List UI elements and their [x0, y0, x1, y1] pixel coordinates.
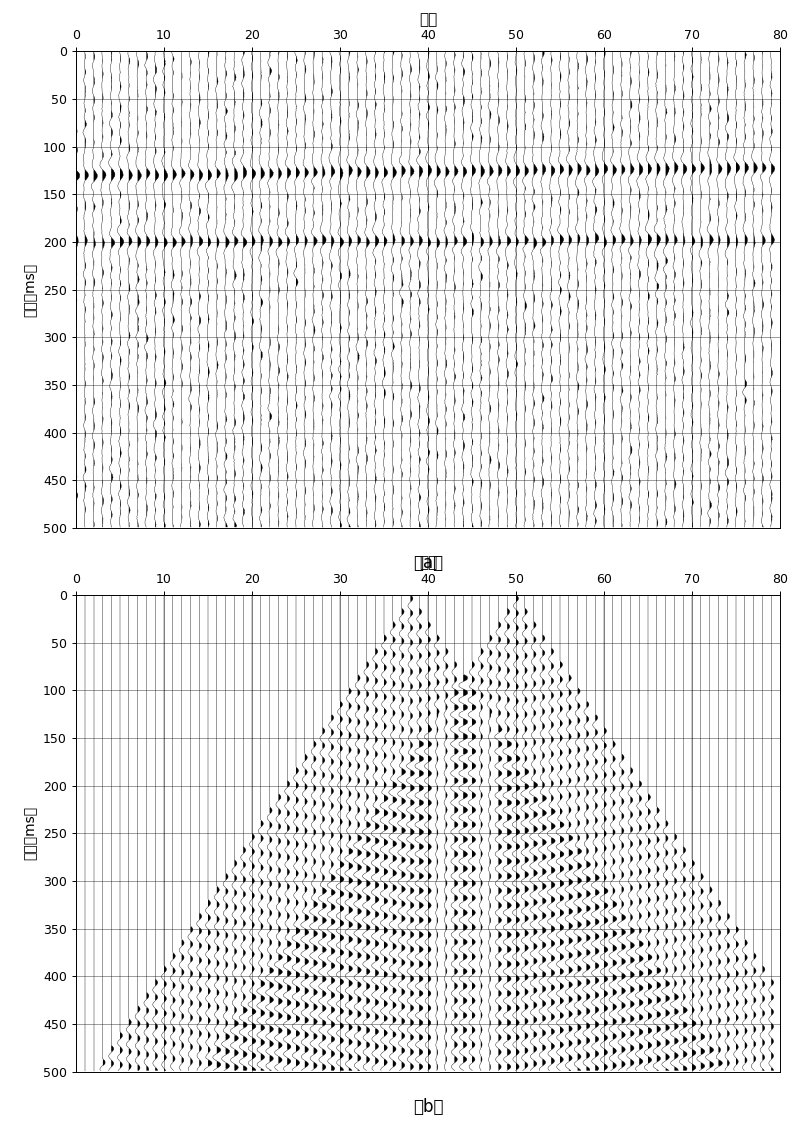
Y-axis label: 时间（ms）: 时间（ms）: [23, 262, 38, 317]
X-axis label: 道数: 道数: [419, 555, 437, 570]
Y-axis label: 时间（ms）: 时间（ms）: [23, 806, 38, 861]
Text: （a）: （a）: [413, 554, 443, 572]
X-axis label: 道数: 道数: [419, 11, 437, 26]
Text: （b）: （b）: [413, 1098, 443, 1116]
